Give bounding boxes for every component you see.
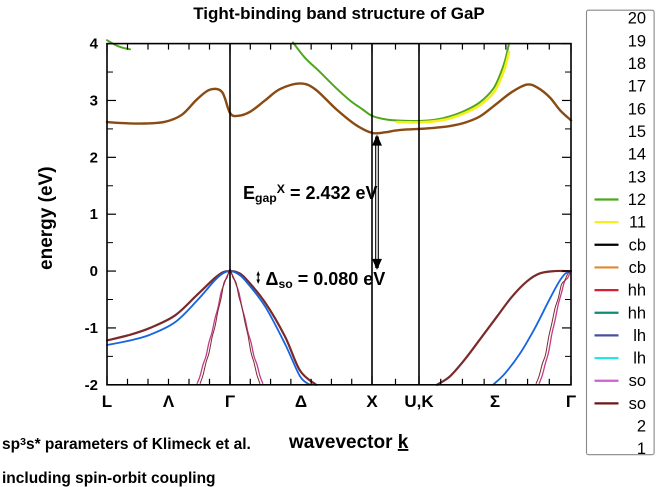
svg-text:11: 11 [629,214,646,232]
svg-text:cb: cb [629,236,646,254]
svg-text:1: 1 [637,440,646,458]
svg-text:sp3s* parameters of Klimeck et: sp3s* parameters of Klimeck et al. [2,436,251,453]
svg-text:Σ: Σ [490,392,500,411]
svg-text:4: 4 [90,36,99,53]
svg-text:cb: cb [629,259,646,277]
svg-text:lh: lh [633,350,646,368]
svg-text:15: 15 [628,123,646,141]
svg-text:12: 12 [628,191,646,209]
svg-text:-1: -1 [85,320,98,337]
svg-text:14: 14 [628,146,646,164]
svg-text:13: 13 [628,168,646,186]
svg-text:2: 2 [90,149,98,166]
svg-text:17: 17 [628,78,646,96]
svg-text:-2: -2 [85,377,98,394]
svg-text:Λ: Λ [163,392,175,411]
svg-text:Δ: Δ [295,392,307,411]
svg-text:so: so [629,395,646,413]
svg-text:so: so [629,372,646,390]
svg-text:18: 18 [628,55,646,73]
svg-text:Γ: Γ [225,392,235,411]
svg-text:Γ: Γ [566,392,576,411]
svg-text:hh: hh [628,282,646,300]
svg-text:Tight-binding band structure o: Tight-binding band structure of GaP [193,4,485,23]
svg-text:energy (eV): energy (eV) [36,166,57,269]
svg-text:L: L [102,392,112,411]
svg-text:U,K: U,K [404,392,434,411]
svg-text:X: X [366,392,378,411]
svg-text:1: 1 [90,206,98,223]
svg-text:2: 2 [637,418,646,436]
svg-text:wavevector k: wavevector k [288,432,409,453]
svg-text:3: 3 [90,92,98,109]
svg-text:19: 19 [628,32,646,50]
svg-text:hh: hh [628,304,646,322]
svg-text:lh: lh [633,327,646,345]
svg-text:16: 16 [628,100,646,118]
svg-text:0: 0 [90,263,98,280]
svg-text:including spin-orbit coupling: including spin-orbit coupling [2,470,216,487]
svg-text:20: 20 [628,10,646,28]
